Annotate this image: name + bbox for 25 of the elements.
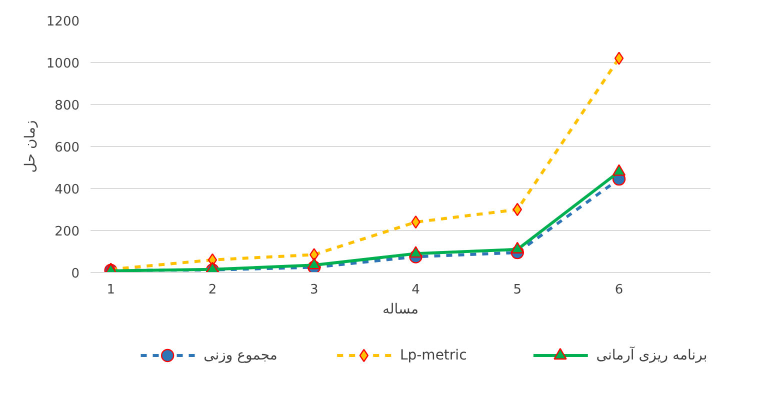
y-tick-label: 400 [54, 182, 80, 198]
y-tick-label: 200 [54, 224, 80, 240]
point [510, 242, 524, 254]
y-tick-label: 800 [54, 98, 80, 114]
x-axis-title: مساله [382, 302, 419, 318]
y-tick-label: 0 [71, 266, 80, 282]
point [409, 246, 422, 258]
point [308, 258, 321, 270]
y-tick-label: 1000 [46, 56, 80, 72]
point [411, 216, 420, 229]
point [614, 52, 624, 65]
x-tick-label: 2 [208, 282, 217, 298]
point [310, 248, 319, 262]
point [612, 164, 626, 176]
x-tick-label: 5 [513, 282, 522, 298]
y-axis-title: زمان حل [22, 120, 38, 173]
x-tick-label: 4 [412, 282, 420, 298]
legend-label: برنامه ریزی آرمانی [596, 346, 708, 364]
y-tick-label: 1200 [46, 14, 80, 30]
x-tick-label: 3 [310, 282, 318, 298]
legend-label: Lp-metric [400, 348, 467, 364]
legend-label: مجموع وزنی [204, 348, 278, 364]
x-tick-label: 6 [614, 282, 624, 298]
y-tick-label: 600 [54, 140, 80, 156]
x-tick-label: 1 [106, 282, 115, 298]
